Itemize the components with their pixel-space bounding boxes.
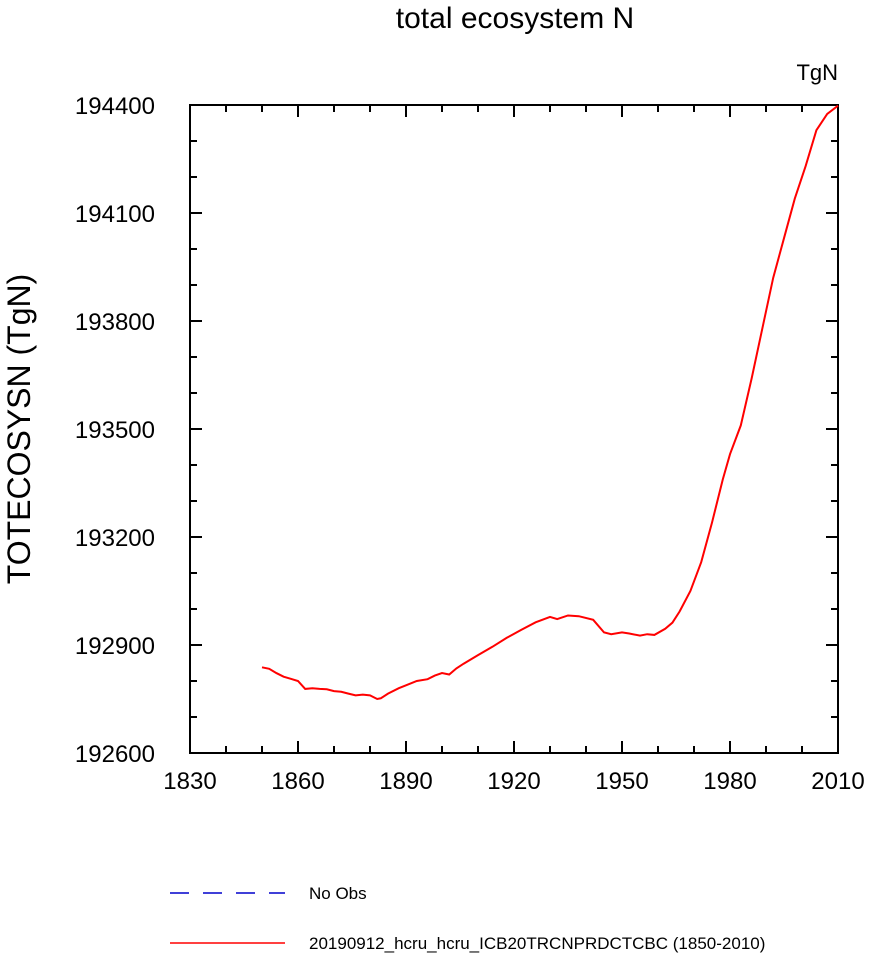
legend-label: No Obs: [309, 884, 367, 903]
x-tick-label: 2010: [811, 768, 864, 795]
x-tick-label: 1830: [163, 768, 216, 795]
x-tick-label: 1890: [379, 768, 432, 795]
x-tick-label: 1950: [595, 768, 648, 795]
y-tick-label: 194100: [75, 201, 155, 228]
x-tick-label: 1980: [703, 768, 756, 795]
y-tick-label: 194400: [75, 93, 155, 120]
y-tick-label: 193500: [75, 417, 155, 444]
plot-frame: [189, 104, 839, 754]
legend-label: 20190912_hcru_hcru_ICB20TRCNPRDCTCBC (18…: [309, 934, 765, 953]
legend: No Obs 20190912_hcru_hcru_ICB20TRCNPRDCTC…: [170, 884, 765, 953]
series-line: [261, 104, 839, 701]
x-tick-label: 1920: [487, 768, 540, 795]
y-tick-label: 193200: [75, 525, 155, 552]
y-axis-label: TOTECOSYSN (TgN): [1, 274, 37, 585]
chart-title: total ecosystem N: [396, 2, 634, 35]
x-tick-labels: 1830 1860 1890 1920 1950 1980 2010: [163, 768, 864, 795]
y-tick-label: 192900: [75, 633, 155, 660]
y-tick-label: 193800: [75, 309, 155, 336]
x-tick-label: 1860: [271, 768, 324, 795]
y-tick-label: 192600: [75, 741, 155, 768]
y-tick-labels: 192600 192900 193200 193500 193800 194100 1944…: [75, 93, 155, 768]
axis-ticks: [189, 104, 839, 754]
series-lines: [261, 104, 839, 701]
units-label: TgN: [796, 60, 838, 85]
